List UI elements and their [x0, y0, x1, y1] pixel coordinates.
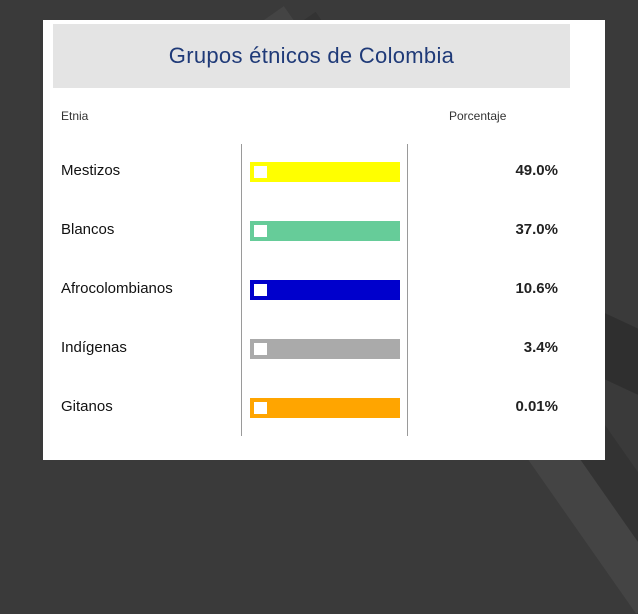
row-label-1: Blancos: [61, 221, 115, 238]
left-divider: [241, 144, 242, 436]
row-label-2: Afrocolombianos: [61, 280, 173, 297]
right-divider: [407, 144, 408, 436]
row-bar-0: [250, 162, 400, 182]
row-label-4: Gitanos: [61, 398, 113, 415]
row-bar-3: [250, 339, 400, 359]
title-box: Grupos étnicos de Colombia: [53, 24, 570, 88]
row-value-3: 3.4%: [523, 339, 558, 356]
row-value-1: 37.0%: [515, 221, 558, 238]
row-bar-knob-1: [254, 225, 267, 237]
column-header-porcentaje: Porcentaje: [449, 109, 507, 123]
row-label-3: Indígenas: [61, 339, 127, 356]
row-value-4: 0.01%: [515, 398, 558, 415]
row-bar-knob-2: [254, 284, 267, 296]
row-value-2: 10.6%: [515, 280, 558, 297]
row-bar-knob-4: [254, 402, 267, 414]
chart-card: Grupos étnicos de Colombia Etnia Porcent…: [43, 20, 605, 460]
row-bar-knob-3: [254, 343, 267, 355]
row-bar-1: [250, 221, 400, 241]
column-header-etnia: Etnia: [61, 109, 89, 123]
row-bar-2: [250, 280, 400, 300]
chart-title: Grupos étnicos de Colombia: [168, 43, 455, 68]
row-bar-4: [250, 398, 400, 418]
row-bar-knob-0: [254, 166, 267, 178]
row-label-0: Mestizos: [61, 162, 121, 179]
row-value-0: 49.0%: [515, 162, 558, 179]
